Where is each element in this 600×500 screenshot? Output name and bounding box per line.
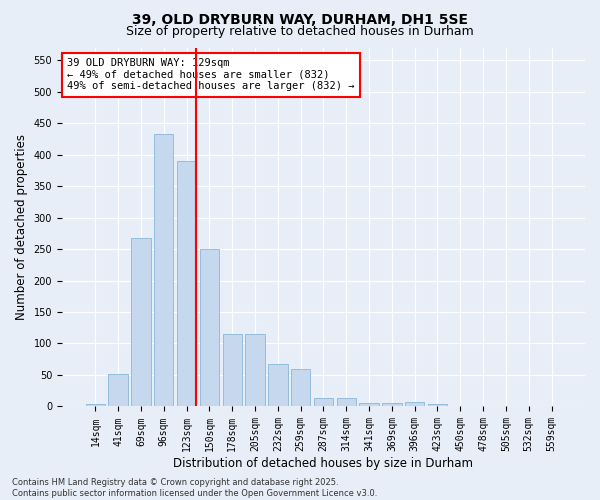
Text: 39, OLD DRYBURN WAY, DURHAM, DH1 5SE: 39, OLD DRYBURN WAY, DURHAM, DH1 5SE xyxy=(132,12,468,26)
Bar xyxy=(382,404,401,406)
Bar xyxy=(359,404,379,406)
Bar xyxy=(245,334,265,406)
Bar xyxy=(223,334,242,406)
Bar xyxy=(131,238,151,406)
Bar xyxy=(177,161,196,406)
Bar xyxy=(405,402,424,406)
Bar xyxy=(200,249,219,406)
Bar xyxy=(337,398,356,406)
Bar xyxy=(109,374,128,406)
Text: 39 OLD DRYBURN WAY: 129sqm
← 49% of detached houses are smaller (832)
49% of sem: 39 OLD DRYBURN WAY: 129sqm ← 49% of deta… xyxy=(67,58,355,92)
Bar xyxy=(428,404,447,406)
Bar xyxy=(314,398,333,406)
Text: Size of property relative to detached houses in Durham: Size of property relative to detached ho… xyxy=(126,25,474,38)
Bar xyxy=(86,404,105,406)
Bar xyxy=(154,134,173,406)
Y-axis label: Number of detached properties: Number of detached properties xyxy=(15,134,28,320)
X-axis label: Distribution of detached houses by size in Durham: Distribution of detached houses by size … xyxy=(173,457,473,470)
Bar xyxy=(268,364,287,406)
Text: Contains HM Land Registry data © Crown copyright and database right 2025.
Contai: Contains HM Land Registry data © Crown c… xyxy=(12,478,377,498)
Bar xyxy=(291,368,310,406)
